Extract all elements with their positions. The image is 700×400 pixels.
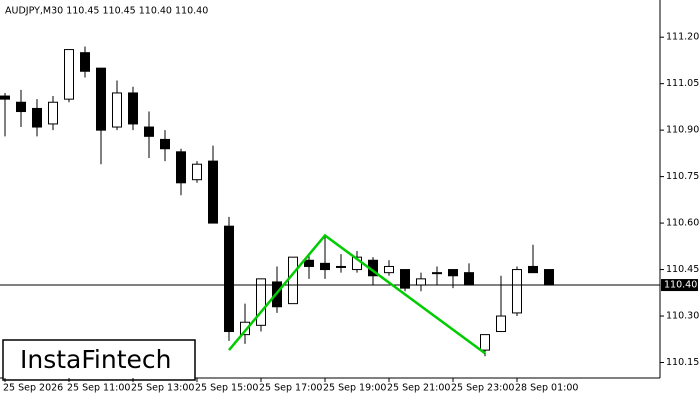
candle-body [192, 163, 202, 181]
x-tick-label: 28 Sep 01:00 [515, 383, 578, 394]
x-tick-label: 25 Sep 15:00 [195, 383, 258, 394]
x-tick-label: 25 Sep 13:00 [131, 383, 194, 394]
candle-body [256, 278, 266, 326]
candle-body [16, 101, 26, 113]
candle-body [400, 269, 410, 289]
logo: InstaFintech [20, 345, 172, 374]
candle-body [32, 107, 42, 128]
y-tick-label: 110.90 [666, 125, 699, 136]
pattern-line [228, 233, 486, 355]
candle-body [176, 151, 186, 184]
candle-body [448, 269, 458, 277]
candle-body [496, 315, 506, 333]
candle-body [80, 52, 90, 72]
candle-body [112, 92, 122, 128]
y-tick-label: 110.60 [666, 218, 699, 229]
candle-body [432, 272, 442, 275]
candle-body [96, 67, 106, 131]
y-tick-label: 110.15 [666, 357, 699, 368]
candle-body [528, 265, 538, 274]
candle-body [384, 265, 394, 274]
candle-body [208, 160, 218, 224]
chart-title: AUDJPY,M30 110.45 110.45 110.40 110.40 [5, 6, 208, 17]
y-tick-label: 111.20 [666, 32, 699, 43]
candle-body [336, 265, 346, 268]
logo-box [2, 339, 196, 381]
x-tick-label: 25 Sep 21:00 [387, 383, 450, 394]
candle-body [288, 256, 298, 305]
candle-body [512, 269, 522, 314]
candle-body [416, 278, 426, 286]
candle-body [64, 49, 74, 100]
candle-body [464, 272, 474, 286]
candle-body [320, 262, 330, 271]
candle-body [160, 138, 170, 150]
price-label: 110.40 [664, 280, 697, 291]
candle-body [48, 101, 58, 125]
x-tick-label: 25 Sep 2026 [3, 383, 63, 394]
candle-body [144, 126, 154, 137]
candle-body [240, 321, 250, 336]
x-tick-label: 25 Sep 11:00 [67, 383, 130, 394]
candle-body [304, 259, 314, 267]
candle-body [224, 225, 234, 333]
candle-body [128, 92, 138, 125]
x-tick-label: 25 Sep 23:00 [451, 383, 514, 394]
y-tick-label: 110.45 [666, 264, 699, 275]
candle-body [544, 269, 554, 286]
x-tick-label: 25 Sep 17:00 [259, 383, 322, 394]
y-tick-label: 110.75 [666, 171, 699, 182]
price-label-box [661, 279, 698, 292]
x-tick-label: 25 Sep 19:00 [323, 383, 386, 394]
candle-body [0, 95, 10, 100]
y-tick-label: 110.30 [666, 311, 699, 322]
candle-body [480, 334, 490, 351]
y-tick-label: 111.05 [666, 78, 699, 89]
